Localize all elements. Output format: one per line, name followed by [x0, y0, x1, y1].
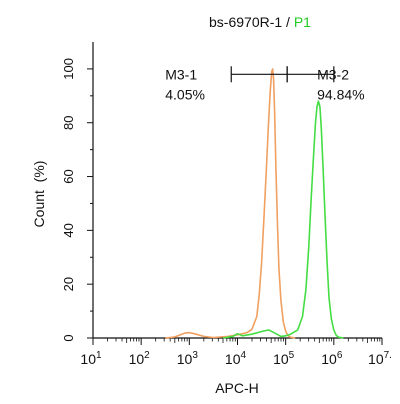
x-tick-label: 101 [80, 350, 102, 367]
x-tick-base: 10 [225, 351, 241, 367]
gate-1-percent: 4.05% [165, 86, 205, 102]
y-tick-label: 60 [61, 169, 76, 183]
y-tick-label: 80 [61, 115, 76, 129]
chart-title-sample: bs-6970R-1 / [209, 14, 294, 30]
x-tick-label: 103 [177, 350, 199, 367]
x-tick-exponent: 1 [96, 350, 102, 361]
x-tick-exponent: 4 [241, 350, 247, 361]
x-tick-exponent: 7. [384, 350, 392, 361]
x-tick-exponent: 6 [337, 350, 343, 361]
x-tick-base: 10 [321, 351, 337, 367]
gates: M3-1 4.05% M3-2 94.84% [165, 66, 365, 102]
y-axis-label: Count (%) [31, 161, 47, 228]
y-tick-label: 20 [61, 277, 76, 291]
x-tick-base: 10 [368, 351, 384, 367]
histogram-series-1 [165, 68, 296, 339]
x-tick-base: 10 [80, 351, 96, 367]
chart-title-gate: P1 [294, 14, 311, 30]
x-axis-label: APC-H [215, 380, 259, 396]
gate-2-percent: 94.84% [317, 86, 364, 102]
x-tick-label: 105 [273, 350, 295, 367]
y-tick-label: 0 [61, 334, 76, 341]
x-tick-label: 104 [225, 350, 247, 367]
y-tick-label: 100 [61, 58, 76, 80]
chart-title: bs-6970R-1 / P1 [209, 14, 311, 30]
x-tick-label: 107. [368, 350, 392, 367]
x-tick-base: 10 [129, 351, 145, 367]
x-tick-exponent: 5 [289, 350, 295, 361]
y-axis-ticks: 0 20 40 60 80 100 [61, 58, 93, 342]
x-tick-label: 102 [129, 350, 151, 367]
x-tick-exponent: 3 [192, 350, 198, 361]
gate-2-label: M3-2 [317, 66, 349, 82]
x-tick-base: 10 [273, 351, 289, 367]
y-tick-label: 40 [61, 223, 76, 237]
histogram-series-2 [222, 100, 344, 339]
x-tick-base: 10 [177, 351, 193, 367]
x-axis-ticks: 101 102 103 104 105 106 107. [80, 338, 392, 367]
x-tick-label: 106 [321, 350, 343, 367]
x-tick-exponent: 2 [144, 350, 150, 361]
gate-1-label: M3-1 [165, 66, 197, 82]
histogram-series [165, 68, 344, 339]
